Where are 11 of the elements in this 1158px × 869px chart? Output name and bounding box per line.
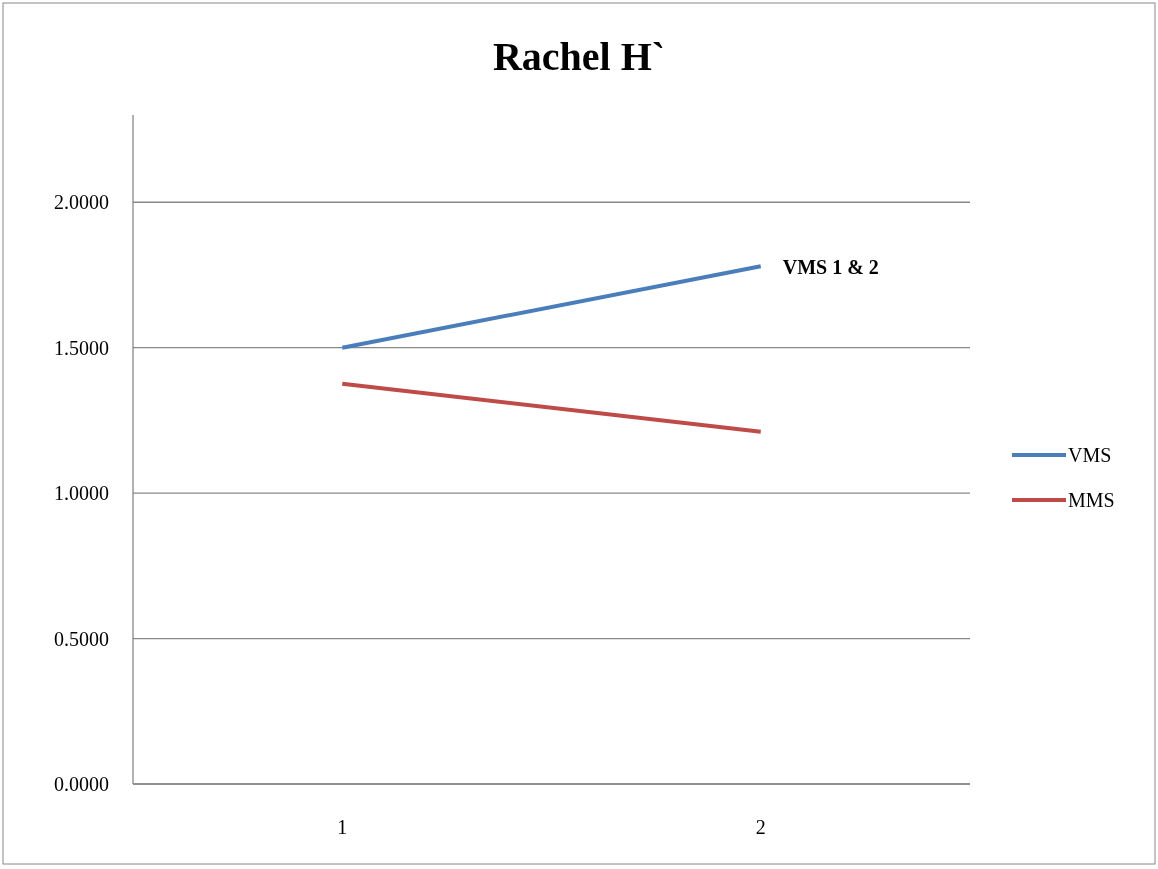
y-tick-label: 1.0000: [54, 482, 109, 505]
annotation: VMS 1 & 2: [782, 256, 879, 279]
y-tick-label: 0.0000: [54, 773, 109, 795]
x-tick-label: 2: [755, 816, 766, 838]
y-tick-label: 2.0000: [54, 191, 109, 214]
chart-title: Rachel H`: [492, 34, 666, 79]
y-tick-label: 0.5000: [54, 627, 109, 650]
y-tick-label: 1.5000: [54, 336, 109, 359]
legend-label: VMS: [1068, 444, 1112, 466]
legend-label: MMS: [1068, 489, 1115, 511]
x-tick-label: 1: [337, 816, 348, 838]
